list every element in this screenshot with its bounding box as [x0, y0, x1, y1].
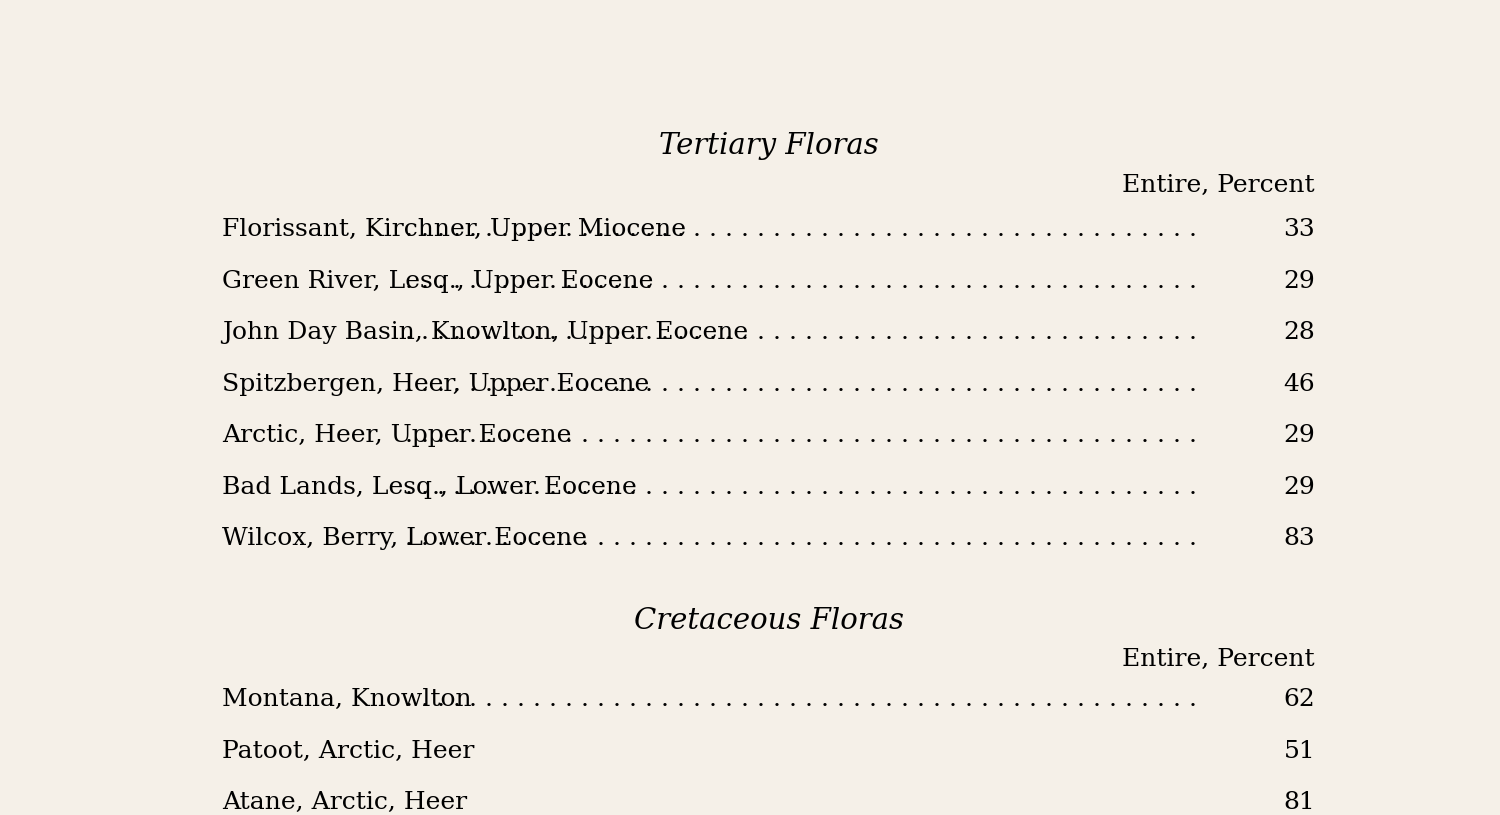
Text: . . . . . . . . . . . . . . . . . . . . . . . . . . . . . . . . . . . . . . . . : . . . . . . . . . . . . . . . . . . . . … [405, 424, 1204, 447]
Text: Arctic, Heer, Upper Eocene: Arctic, Heer, Upper Eocene [222, 424, 572, 447]
Text: Tertiary Floras: Tertiary Floras [658, 132, 879, 161]
Text: . . . . . . . . . . . . . . . . . . . . . . . . . . . . . . . . . . . . . . . . : . . . . . . . . . . . . . . . . . . . . … [405, 527, 1204, 550]
Text: Patoot, Arctic, Heer: Patoot, Arctic, Heer [222, 740, 474, 763]
Text: Bad Lands, Lesq., Lower Eocene: Bad Lands, Lesq., Lower Eocene [222, 476, 638, 499]
Text: 29: 29 [1284, 476, 1316, 499]
Text: Atane, Arctic, Heer: Atane, Arctic, Heer [222, 791, 468, 814]
Text: . . . . . . . . . . . . . . . . . . . . . . . . . . . . . . . . . . . . . . . . : . . . . . . . . . . . . . . . . . . . . … [405, 218, 1204, 241]
Text: 81: 81 [1284, 791, 1316, 814]
Text: Green River, Lesq., Upper Eocene: Green River, Lesq., Upper Eocene [222, 270, 654, 293]
Text: 28: 28 [1284, 321, 1316, 344]
Text: Wilcox, Berry, Lower Eocene: Wilcox, Berry, Lower Eocene [222, 527, 588, 550]
Text: 51: 51 [1284, 740, 1316, 763]
Text: 29: 29 [1284, 424, 1316, 447]
Text: 33: 33 [1284, 218, 1316, 241]
Text: Cretaceous Floras: Cretaceous Floras [633, 606, 903, 635]
Text: . . . . . . . . . . . . . . . . . . . . . . . . . . . . . . . . . . . . . . . . : . . . . . . . . . . . . . . . . . . . . … [405, 740, 1204, 763]
Text: . . . . . . . . . . . . . . . . . . . . . . . . . . . . . . . . . . . . . . . . : . . . . . . . . . . . . . . . . . . . . … [405, 689, 1204, 711]
Text: Entire, Percent: Entire, Percent [1122, 648, 1316, 671]
Text: 62: 62 [1284, 689, 1316, 711]
Text: John Day Basin, Knowlton, Upper Eocene: John Day Basin, Knowlton, Upper Eocene [222, 321, 748, 344]
Text: Florissant, Kirchner, Upper Miocene: Florissant, Kirchner, Upper Miocene [222, 218, 687, 241]
Text: . . . . . . . . . . . . . . . . . . . . . . . . . . . . . . . . . . . . . . . . : . . . . . . . . . . . . . . . . . . . . … [405, 270, 1204, 293]
Text: . . . . . . . . . . . . . . . . . . . . . . . . . . . . . . . . . . . . . . . . : . . . . . . . . . . . . . . . . . . . . … [405, 372, 1204, 395]
Text: . . . . . . . . . . . . . . . . . . . . . . . . . . . . . . . . . . . . . . . . : . . . . . . . . . . . . . . . . . . . . … [405, 476, 1204, 499]
Text: . . . . . . . . . . . . . . . . . . . . . . . . . . . . . . . . . . . . . . . . : . . . . . . . . . . . . . . . . . . . . … [405, 791, 1204, 814]
Text: . . . . . . . . . . . . . . . . . . . . . . . . . . . . . . . . . . . . . . . . : . . . . . . . . . . . . . . . . . . . . … [405, 321, 1204, 344]
Text: 83: 83 [1284, 527, 1316, 550]
Text: 46: 46 [1284, 372, 1316, 395]
Text: Spitzbergen, Heer, Upper Eocene: Spitzbergen, Heer, Upper Eocene [222, 372, 650, 395]
Text: Entire, Percent: Entire, Percent [1122, 174, 1316, 197]
Text: 29: 29 [1284, 270, 1316, 293]
Text: Montana, Knowlton: Montana, Knowlton [222, 689, 472, 711]
